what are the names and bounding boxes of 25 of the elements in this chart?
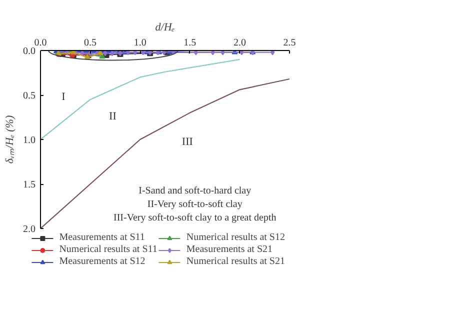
legend-label: Measurements at S12 [59, 256, 146, 267]
legend-label: Numerical results at S12 [186, 232, 285, 243]
y-tick-label: 0.5 [23, 90, 36, 102]
annotation: II-Very soft-to-soft clay [147, 198, 242, 210]
annotation: I [62, 90, 66, 103]
x-tick-label: 0.5 [84, 38, 97, 48]
y-tick-label: 1.0 [23, 135, 36, 146]
x-axis-title: d/Hₑ [155, 22, 175, 34]
annotation: II [109, 110, 117, 122]
annotation: III [182, 136, 194, 148]
y-axis-title: δᵥₘ/Hₑ (%) [4, 115, 16, 164]
y-tick-label: 0.0 [23, 46, 36, 57]
y-tick-label: 2.0 [23, 224, 36, 235]
annotation: I-Sand and soft-to-hard clay [138, 186, 252, 197]
legend-label: Measurements at S21 [186, 244, 272, 255]
x-tick-label: 1.0 [134, 38, 146, 48]
legend-label: Numerical results at S21 [186, 256, 285, 267]
x-tick-label: 2.5 [283, 38, 296, 48]
y-tick-label: 1.5 [23, 180, 36, 190]
x-tick-label: 0.0 [34, 38, 47, 48]
annotation: III-Very soft-to-soft clay to a great depth [114, 212, 276, 224]
x-tick-label: 1.5 [184, 38, 196, 48]
x-tick-label: 2.0 [233, 38, 246, 48]
legend-label: Measurements at S11 [59, 232, 145, 243]
legend-label: Numerical results at S11 [59, 244, 158, 255]
